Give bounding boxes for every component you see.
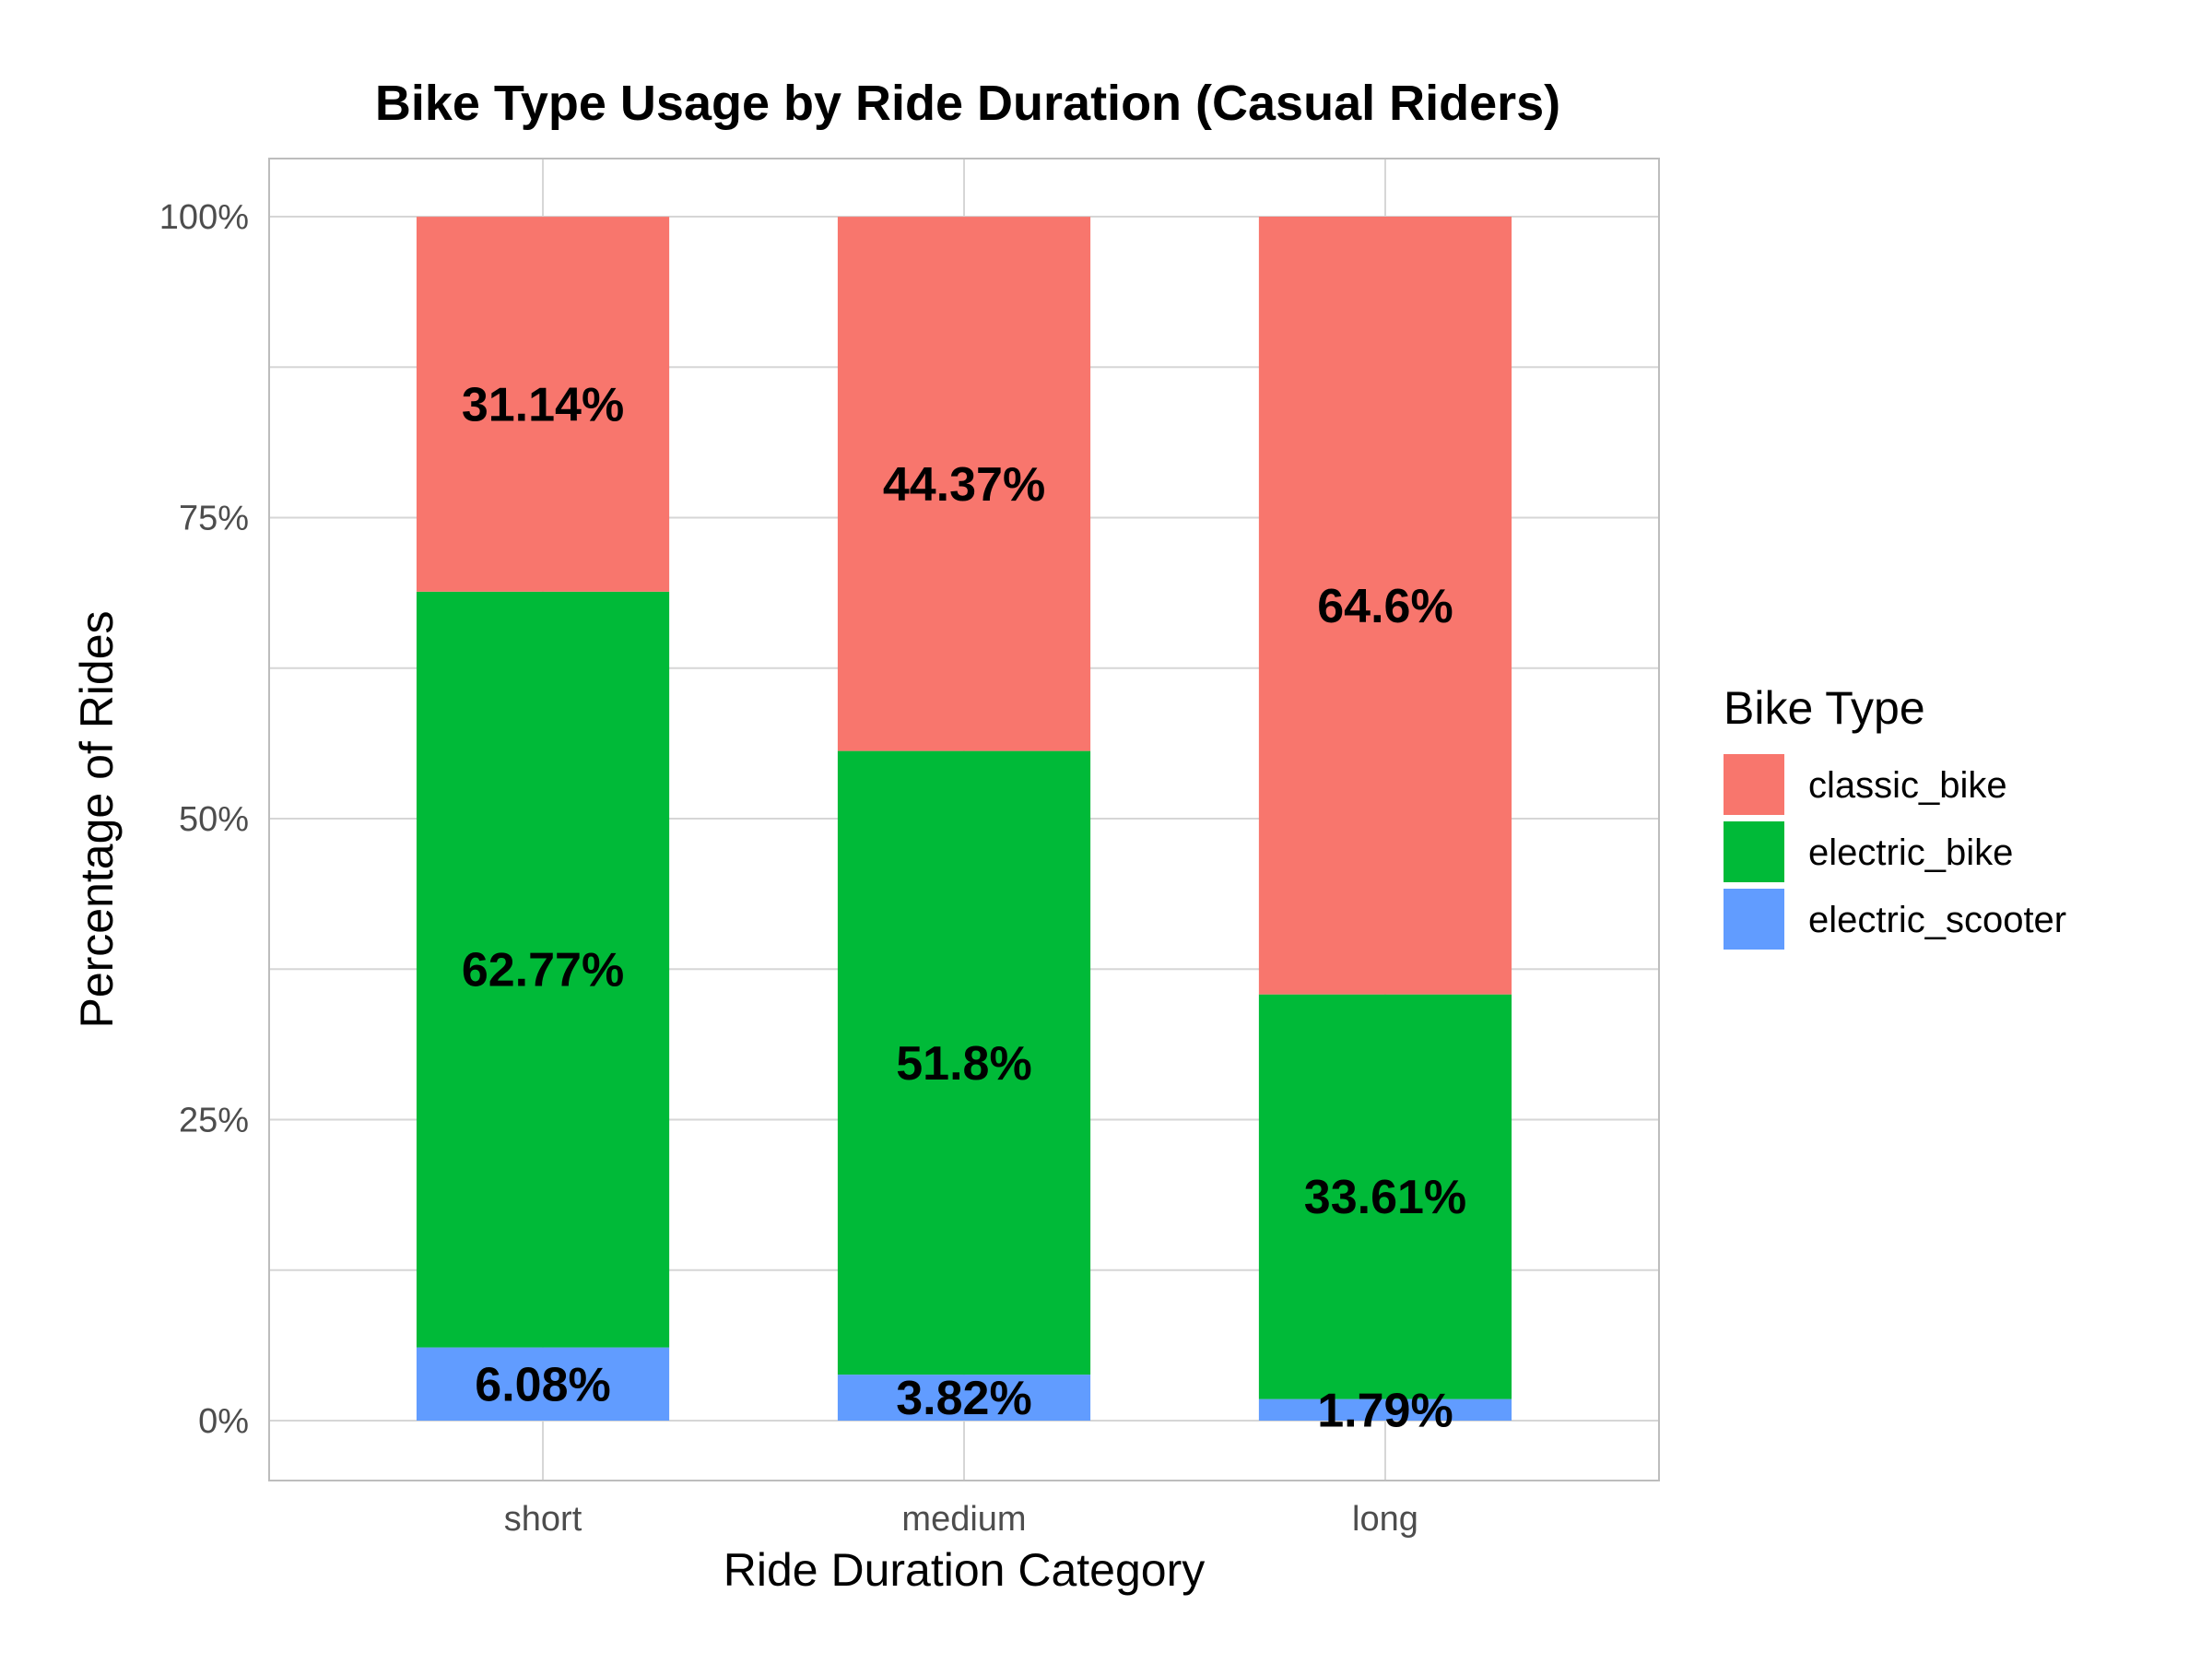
bar-classic_bike bbox=[1258, 217, 1512, 995]
y-tick-label: 75% bbox=[179, 500, 249, 538]
legend: Bike Type classic_bike electric_bikeelect… bbox=[1724, 682, 2066, 950]
data-label: 62.77% bbox=[462, 944, 624, 997]
legend-label: classic_bike bbox=[1808, 765, 2007, 806]
legend-swatch-classic_bike bbox=[1724, 754, 1784, 815]
y-tick-label: 100% bbox=[159, 198, 249, 237]
x-axis-title: Ride Duration Category bbox=[724, 1544, 1206, 1596]
x-tick-label: long bbox=[1352, 1500, 1418, 1539]
legend-label: electric_bike bbox=[1808, 832, 2013, 873]
legend-title: Bike Type bbox=[1724, 682, 1925, 734]
bar-electric_scooter bbox=[837, 1375, 1091, 1421]
legend-swatch-electric_scooter bbox=[1724, 889, 1784, 950]
data-label: 1.79% bbox=[1317, 1384, 1453, 1437]
y-tick-label: 0% bbox=[198, 1402, 249, 1441]
legend-items: classic_bike electric_bike electric_scoote… bbox=[1724, 754, 2066, 950]
bar-electric_bike bbox=[416, 591, 670, 1348]
data-label: 44.37% bbox=[883, 458, 1045, 512]
y-tick-label: 50% bbox=[179, 800, 249, 839]
data-label: 33.61% bbox=[1304, 1171, 1466, 1224]
y-axis-title: Percentage of Rides bbox=[71, 610, 123, 1028]
bar-electric_scooter bbox=[416, 1347, 670, 1421]
bar-electric_bike bbox=[837, 750, 1091, 1375]
data-label: 6.08% bbox=[475, 1358, 610, 1411]
y-tick-labels: 0% 25% 50% 75% 100% bbox=[159, 198, 249, 1441]
data-label: 51.8% bbox=[896, 1037, 1031, 1091]
legend-swatch-electric_bike bbox=[1724, 821, 1784, 882]
bar-classic_bike bbox=[416, 217, 670, 592]
data-label: 64.6% bbox=[1317, 580, 1453, 633]
plot-panel-border bbox=[268, 158, 1660, 1481]
x-tick-label: medium bbox=[901, 1500, 1026, 1539]
chart-title: Bike Type Usage by Ride Duration (Casual… bbox=[375, 76, 1560, 131]
data-labels: 6.08% 62.77% 31.14% 3.82% 51.8% 44.37% 1.79% 33… bbox=[462, 378, 1466, 1437]
bar-classic_bike bbox=[837, 217, 1091, 751]
x-tick-labels: short medium long bbox=[504, 1500, 1418, 1539]
legend-label: electric_scooter bbox=[1808, 900, 2066, 940]
bar-electric_bike bbox=[1258, 994, 1512, 1399]
data-label: 31.14% bbox=[462, 378, 624, 431]
data-label: 3.82% bbox=[896, 1372, 1031, 1425]
y-tick-label: 25% bbox=[179, 1102, 249, 1140]
x-tick-label: short bbox=[504, 1500, 582, 1539]
bar-electric_scooter bbox=[1258, 1398, 1512, 1421]
bars bbox=[416, 217, 1512, 1421]
